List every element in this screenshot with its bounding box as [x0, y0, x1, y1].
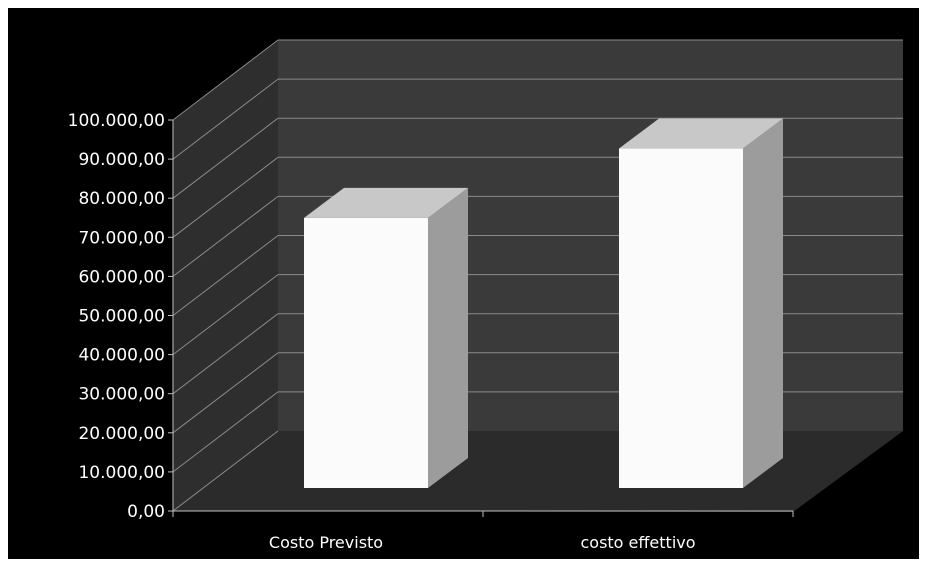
- y-tick-label: 70.000,00: [78, 228, 165, 248]
- bar: [304, 187, 468, 488]
- gridline-side: [172, 117, 279, 199]
- gridline-side: [172, 39, 279, 121]
- x-category-label: costo effettivo: [580, 533, 695, 552]
- y-tick-label: 60.000,00: [78, 267, 165, 287]
- bars: [304, 118, 783, 489]
- y-tick-label: 20.000,00: [78, 424, 165, 444]
- gridline-side: [172, 352, 279, 434]
- floor-surface: [173, 431, 903, 512]
- axis-lines: [168, 119, 794, 517]
- bar-chart-3d: 0,00 10.000,00 20.000,00 30.000,00 40.000,00…: [68, 39, 903, 552]
- y-tick-label: 100.000,00: [68, 111, 165, 131]
- gridline-side: [172, 196, 279, 277]
- bar-side-face: [743, 118, 783, 489]
- gridline-side: [172, 235, 279, 316]
- y-tick-label: 40.000,00: [78, 346, 165, 366]
- x-category-label: Costo Previsto: [269, 533, 383, 552]
- gridline-side: [172, 78, 279, 160]
- chart-frame: 0,00 10.000,00 20.000,00 30.000,00 40.000,00…: [8, 8, 919, 559]
- bar-side-face: [428, 187, 468, 488]
- gridline-side: [172, 313, 279, 395]
- y-tick-label: 90.000,00: [78, 150, 165, 170]
- y-tick-label: 80.000,00: [78, 189, 165, 209]
- bar: [619, 118, 783, 489]
- gridline-side: [172, 430, 279, 512]
- gridline-side: [172, 274, 279, 355]
- bar-front-face: [304, 217, 428, 488]
- bar-front-face: [619, 148, 743, 489]
- y-tick-label: 50.000,00: [78, 307, 165, 327]
- gridline-side: [172, 391, 279, 473]
- gridline-side: [172, 156, 279, 238]
- x-axis-category-labels: Costo Previsto costo effettivo: [269, 533, 696, 552]
- bar-top-face: [619, 118, 783, 149]
- y-tick-label: 30.000,00: [78, 385, 165, 405]
- chart-walls: [173, 40, 903, 512]
- y-tick-label: 10.000,00: [78, 463, 165, 483]
- bar-top-face: [304, 187, 468, 218]
- y-axis-tick-labels: 0,00 10.000,00 20.000,00 30.000,00 40.000,00…: [68, 111, 165, 522]
- y-tick-label: 0,00: [127, 502, 165, 522]
